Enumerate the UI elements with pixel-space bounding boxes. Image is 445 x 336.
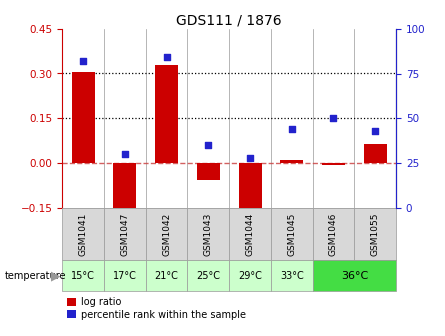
Text: GSM1055: GSM1055 [371,213,380,256]
Text: GSM1045: GSM1045 [287,213,296,256]
Text: GSM1044: GSM1044 [246,213,255,256]
Point [80,58,87,64]
Bar [113,163,136,211]
Bar [146,260,187,291]
Text: GSM1046: GSM1046 [329,213,338,256]
Bar [313,260,396,291]
Bar [104,208,146,260]
Bar [72,72,95,163]
Text: 29°C: 29°C [238,270,262,281]
Bar [62,260,104,291]
Text: ▶: ▶ [51,269,61,282]
Text: 33°C: 33°C [280,270,303,281]
Text: 21°C: 21°C [155,270,178,281]
Text: 17°C: 17°C [113,270,137,281]
Bar [239,163,262,210]
Bar [271,260,313,291]
Point [247,155,254,161]
Bar [229,260,271,291]
Text: GSM1047: GSM1047 [121,213,129,256]
Text: GSM1041: GSM1041 [79,213,88,256]
Point [372,128,379,134]
Bar [354,208,396,260]
Bar [271,208,313,260]
Bar [187,260,229,291]
Text: 36°C: 36°C [341,270,368,281]
Bar [104,260,146,291]
Bar [229,208,271,260]
Bar [280,160,303,163]
Text: GSM1043: GSM1043 [204,213,213,256]
Bar [187,208,229,260]
Bar [322,163,345,165]
Bar [364,144,387,163]
Bar [146,208,187,260]
Bar [62,208,104,260]
Text: 25°C: 25°C [196,270,220,281]
Point [163,55,170,60]
Text: temperature: temperature [4,270,66,281]
Bar [313,208,354,260]
Bar [197,163,220,180]
Text: 15°C: 15°C [71,270,95,281]
Point [288,127,295,132]
Text: GSM1042: GSM1042 [162,213,171,256]
Point [205,143,212,148]
Legend: log ratio, percentile rank within the sample: log ratio, percentile rank within the sa… [67,297,246,320]
Bar [155,65,178,163]
Point [121,152,129,157]
Title: GDS111 / 1876: GDS111 / 1876 [176,13,282,28]
Point [330,116,337,121]
